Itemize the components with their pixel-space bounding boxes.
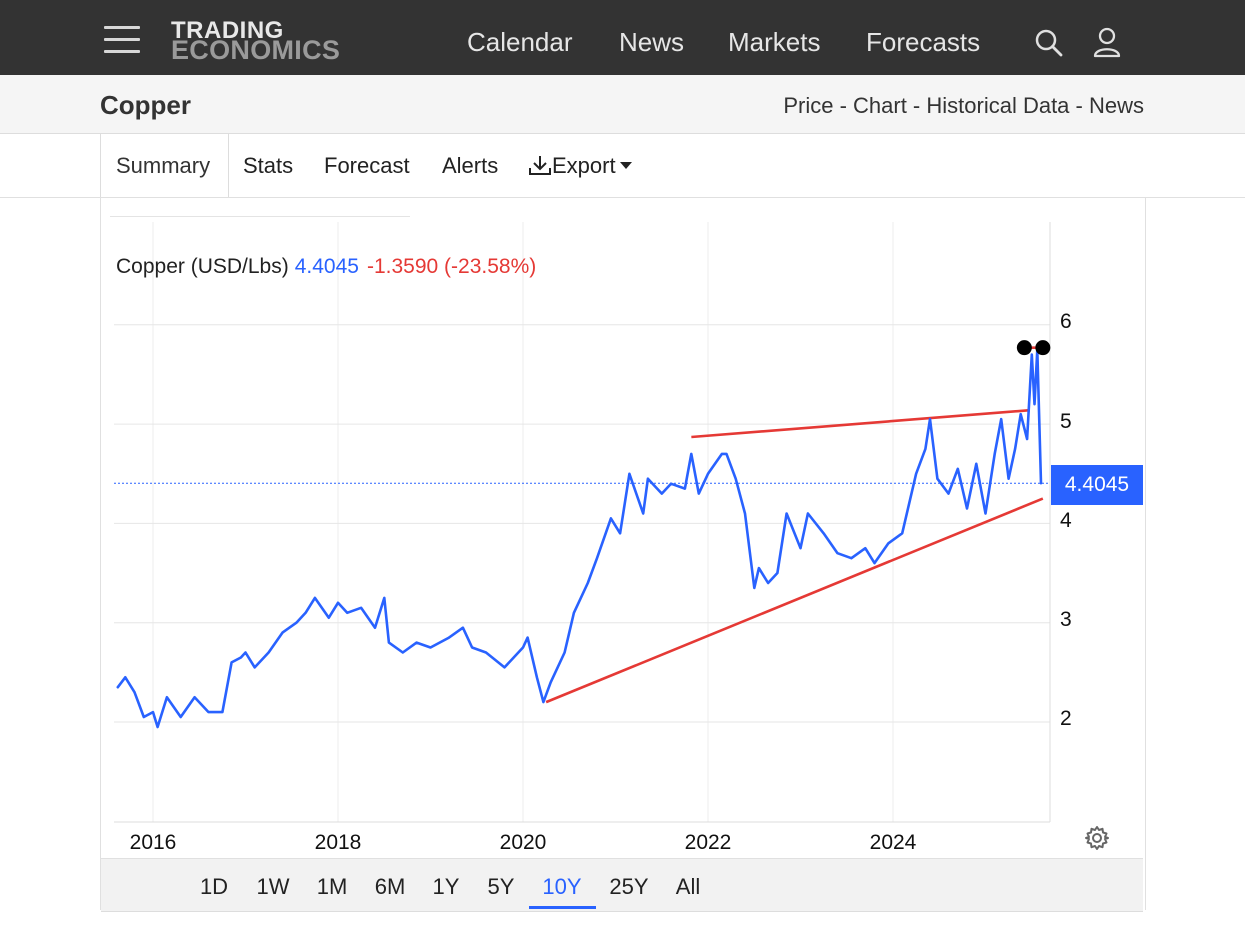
y-tick-4: 4 xyxy=(1060,509,1072,532)
crumb-historical-data[interactable]: Historical Data xyxy=(926,93,1070,118)
legend-price: 4.4045 xyxy=(294,255,359,278)
user-icon[interactable] xyxy=(1092,26,1122,58)
range-1m[interactable]: 1M xyxy=(316,874,348,899)
active-range-indicator xyxy=(529,906,596,909)
site-logo[interactable]: TRADING ECONOMICS xyxy=(171,19,340,64)
menu-icon[interactable] xyxy=(104,26,140,54)
range-1d[interactable]: 1D xyxy=(199,874,229,899)
nav-markets[interactable]: Markets xyxy=(728,27,821,57)
settings-gear-icon[interactable] xyxy=(1084,825,1110,851)
drawing-handle xyxy=(1035,340,1051,356)
tab-stats[interactable]: Stats xyxy=(243,153,294,178)
x-tick-2024: 2024 xyxy=(869,831,917,854)
chart-container xyxy=(100,198,1146,910)
crumb-separator: - xyxy=(1069,93,1089,118)
tab-summary[interactable]: Summary xyxy=(116,153,211,178)
range-5y[interactable]: 5Y xyxy=(487,874,515,899)
y-tick-3: 3 xyxy=(1060,608,1072,631)
crumb-separator: - xyxy=(906,93,927,118)
y-tick-5: 5 xyxy=(1060,410,1072,433)
chart-legend: Copper (USD/Lbs) 4.4045 -1.3590 (-23.58%) xyxy=(116,255,536,279)
download-icon xyxy=(529,156,551,175)
range-25y[interactable]: 25Y xyxy=(609,874,649,899)
tabs-divider xyxy=(0,197,1245,198)
chart-search-input[interactable] xyxy=(110,182,410,217)
nav-forecasts[interactable]: Forecasts xyxy=(866,27,981,57)
export-label: Export xyxy=(552,153,616,178)
tab-forecast[interactable]: Forecast xyxy=(324,153,410,178)
range-10y[interactable]: 10Y xyxy=(542,874,582,899)
tab-bar: Summary Stats Forecast Alerts Export xyxy=(100,134,1144,197)
range-6m[interactable]: 6M xyxy=(374,874,406,899)
x-tick-2022: 2022 xyxy=(684,831,732,854)
crumb-price[interactable]: Price xyxy=(783,93,834,118)
x-tick-2018: 2018 xyxy=(314,831,362,854)
range-all[interactable]: All xyxy=(675,874,701,899)
trendline xyxy=(545,497,1044,704)
last-price-tag: 4.4045 xyxy=(1051,465,1143,505)
breadcrumb: Price - Chart - Historical Data - News xyxy=(783,93,1144,119)
legend-name: Copper (USD/Lbs) xyxy=(116,255,289,278)
copper-price-line xyxy=(116,348,1043,729)
tab-active-background xyxy=(100,134,229,197)
x-tick-2016: 2016 xyxy=(129,831,177,854)
trendline xyxy=(691,408,1031,439)
logo-line-1: TRADING xyxy=(171,17,284,44)
nav-calendar[interactable]: Calendar xyxy=(467,27,573,57)
nav-news[interactable]: News xyxy=(619,27,685,57)
page-title: Copper xyxy=(100,90,191,120)
y-tick-6: 6 xyxy=(1060,310,1072,333)
caret-down-icon xyxy=(619,162,632,169)
logo-line-2: ECONOMICS xyxy=(171,35,341,65)
crumb-separator: - xyxy=(833,93,854,118)
tab-export[interactable]: Export xyxy=(528,153,633,179)
crumb-chart[interactable]: Chart xyxy=(853,93,907,118)
y-tick-2: 2 xyxy=(1060,707,1072,730)
drawing-handle xyxy=(1016,340,1032,356)
sub-header xyxy=(0,75,1245,134)
search-icon[interactable] xyxy=(1034,28,1064,58)
range-1y[interactable]: 1Y xyxy=(432,874,460,899)
range-selector: 1D 1W 1M 6M 1Y 5Y 10Y 25Y All xyxy=(101,858,1143,912)
x-tick-2020: 2020 xyxy=(499,831,547,854)
legend-change: -1.3590 (-23.58%) xyxy=(366,255,537,278)
crumb-news[interactable]: News xyxy=(1088,93,1144,118)
tab-alerts[interactable]: Alerts xyxy=(442,153,499,178)
range-1w[interactable]: 1W xyxy=(256,874,290,899)
